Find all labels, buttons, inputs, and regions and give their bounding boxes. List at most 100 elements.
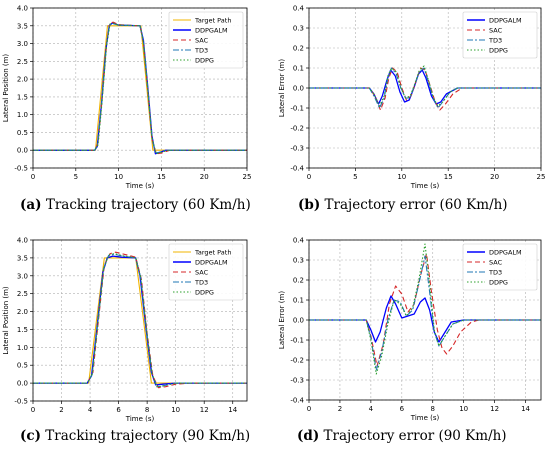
- y-tick-label: 0.5: [17, 129, 28, 137]
- series-line-ddpg: [33, 22, 247, 155]
- legend-box: [462, 11, 538, 59]
- y-tick-label: 1.5: [17, 93, 28, 101]
- x-tick-label: 20: [490, 173, 499, 181]
- y-axis-label: Lateral Error (m): [278, 291, 286, 349]
- caption-a-letter: (a): [20, 197, 42, 213]
- y-tick-label: 1.0: [17, 344, 28, 352]
- plot-frame: [308, 7, 542, 169]
- x-tick-label: 6: [116, 406, 121, 414]
- legend-box: [462, 243, 538, 291]
- x-axis-label: Time (s): [410, 414, 440, 422]
- y-tick-label: 1.0: [17, 111, 28, 119]
- x-tick-label: 5: [353, 173, 357, 181]
- x-tick-label: 14: [521, 405, 530, 413]
- caption-c-text: Tracking trajectory (90 Km/h): [41, 428, 251, 444]
- y-tick-label: 0.5: [17, 362, 28, 370]
- y-tick-label: 2.0: [17, 308, 28, 316]
- legend-box: [168, 243, 244, 301]
- legend-label: SAC: [489, 259, 503, 267]
- legend-label: TD3: [194, 279, 208, 287]
- y-tick-label: 0.4: [293, 237, 305, 245]
- legend: Target Path DDPGALM SAC TD3 DDPG: [168, 243, 244, 301]
- x-axis-label: Time (s): [125, 182, 155, 190]
- chart-2: 0 2 4 6 8 10 12 14 -0.5 0.0 0.5 1.0 1.5 2.0 2.5 3.0 3.5 4…: [2, 237, 248, 423]
- legend-label: DDPG: [489, 47, 508, 55]
- y-tick-label: 1.5: [17, 326, 28, 334]
- x-tick-label: 0: [307, 173, 311, 181]
- x-tick-label: 10: [114, 173, 123, 181]
- y-tick-label: 0.2: [293, 277, 304, 285]
- caption-a: (a) Tracking trajectory (60 Km/h): [20, 197, 251, 213]
- y-tick-label: 0.0: [293, 85, 304, 93]
- x-tick-label: 10: [459, 405, 468, 413]
- series-line-td3: [309, 67, 541, 109]
- legend-label: DDPGALM: [195, 259, 228, 267]
- legend-label: DDPG: [195, 289, 214, 297]
- legend-label: DDPGALM: [489, 17, 522, 25]
- x-tick-label: 10: [171, 406, 180, 414]
- series-line-ddpg: [33, 253, 247, 388]
- y-tick-label: 3.5: [17, 22, 28, 30]
- y-tick-label: -0.4: [290, 165, 304, 173]
- legend-label: SAC: [489, 27, 503, 35]
- series-line-ddpg: [309, 243, 541, 375]
- x-tick-label: 15: [444, 173, 453, 181]
- caption-c: (c) Tracking trajectory (90 Km/h): [20, 428, 250, 444]
- legend-label: DDPG: [489, 279, 508, 287]
- y-tick-label: 0.0: [17, 380, 28, 388]
- y-tick-label: -0.1: [290, 337, 304, 345]
- caption-d: (d) Trajectory error (90 Km/h): [297, 428, 507, 444]
- chart-3: 0 2 4 6 8 10 12 14 -0.4 -0.3 -0.2 -0.1 0.0 0.1 0.2 0.3 0…: [278, 237, 542, 422]
- x-tick-label: 12: [490, 405, 499, 413]
- chart-0: 0 5 10 15 20 25 -0.5 0.0 0.5 1.0 1.5 2.0 2.5 3.0 3.5 4.…: [2, 5, 251, 191]
- y-tick-label: -0.5: [14, 165, 28, 173]
- caption-c-letter: (c): [20, 428, 41, 444]
- y-tick-label: -0.3: [290, 145, 304, 153]
- legend-label: DDPGALM: [489, 249, 522, 257]
- legend-label: SAC: [195, 269, 209, 277]
- y-tick-label: -0.2: [290, 357, 304, 365]
- x-tick-label: 14: [228, 406, 237, 414]
- y-tick-label: -0.1: [290, 105, 304, 113]
- x-tick-label: 25: [243, 173, 252, 181]
- x-tick-label: 0: [307, 405, 311, 413]
- x-tick-label: 2: [338, 405, 342, 413]
- y-tick-label: 0.4: [293, 5, 305, 13]
- x-tick-label: 8: [145, 406, 149, 414]
- caption-a-text: Tracking trajectory (60 Km/h): [41, 197, 251, 213]
- y-tick-label: -0.3: [290, 377, 304, 385]
- y-tick-label: 0.3: [293, 257, 304, 265]
- y-tick-label: 0.0: [293, 317, 304, 325]
- caption-b: (b) Trajectory error (60 Km/h): [298, 197, 508, 213]
- x-axis-label: Time (s): [125, 415, 155, 423]
- plot-frame: [32, 7, 248, 169]
- series-line-sac: [309, 253, 541, 367]
- x-tick-label: 15: [157, 173, 166, 181]
- x-tick-label: 4: [88, 406, 93, 414]
- y-tick-label: 0.1: [293, 65, 304, 73]
- legend-label: Target Path: [194, 17, 231, 25]
- x-tick-label: 12: [200, 406, 209, 414]
- y-tick-label: 3.5: [17, 254, 28, 262]
- legend-box: [168, 11, 244, 69]
- legend-label: DDPG: [195, 57, 214, 65]
- series-line-td3: [33, 23, 247, 154]
- y-tick-label: -0.2: [290, 125, 304, 133]
- y-tick-label: 2.5: [17, 58, 28, 66]
- x-tick-label: 10: [397, 173, 406, 181]
- y-axis-label: Lateral Error (m): [278, 59, 286, 117]
- legend-label: SAC: [195, 37, 209, 45]
- caption-d-text: Trajectory error (90 Km/h): [319, 428, 507, 444]
- legend-label: TD3: [488, 269, 502, 277]
- chart-1: 0 5 10 15 20 25 -0.4 -0.3 -0.2 -0.1 0.0 0.1 0.2 0.3 0.…: [278, 5, 545, 191]
- y-tick-label: 4.0: [17, 5, 28, 13]
- series-line-td3: [33, 253, 247, 388]
- legend: DDPGALM SAC TD3 DDPG: [462, 243, 538, 291]
- x-tick-label: 2: [59, 406, 63, 414]
- series-line-ddpg: [309, 65, 541, 107]
- legend-label: DDPGALM: [195, 27, 228, 35]
- y-tick-label: 3.0: [17, 272, 28, 280]
- x-tick-label: 0: [31, 406, 35, 414]
- x-axis-label: Time (s): [410, 182, 440, 190]
